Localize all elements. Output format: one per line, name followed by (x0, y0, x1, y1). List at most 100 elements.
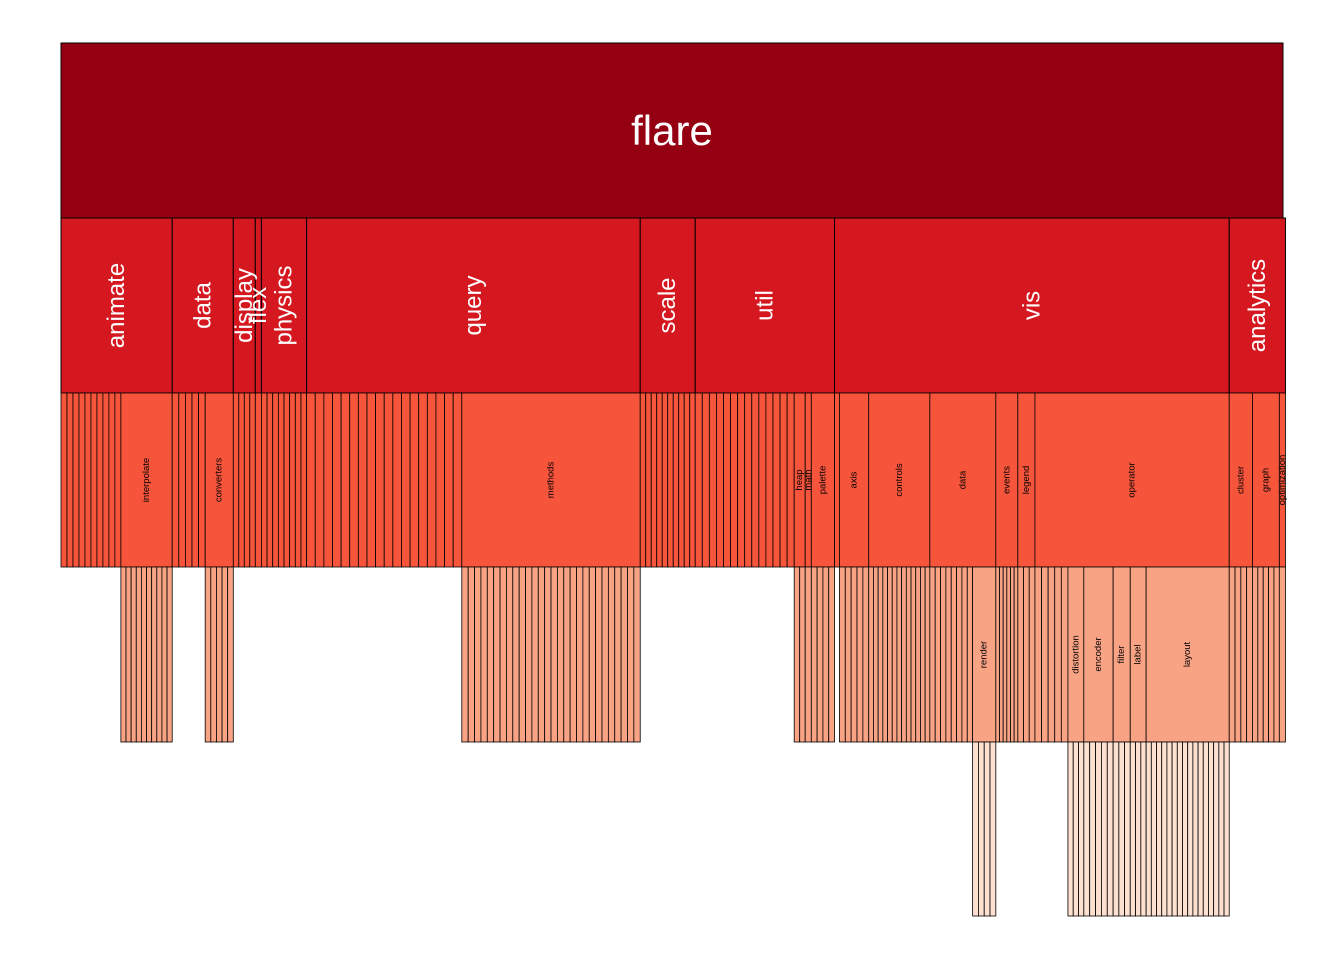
leaf-query (340, 392, 351, 568)
leaf-physics (283, 392, 291, 568)
leaf-converters (221, 566, 229, 743)
leaf-query (409, 392, 420, 568)
leaf-util (708, 392, 717, 568)
label-events: events (1001, 466, 1012, 494)
node-flare (60, 42, 1284, 219)
chart-labels: flare animate interpolate data converters dis… (103, 107, 1288, 674)
leaf-layout (1156, 741, 1163, 917)
label-operator: operator (1127, 462, 1138, 497)
leaf-query (452, 392, 463, 568)
leaf-interpolate (125, 566, 132, 743)
leaf-axis (844, 566, 852, 743)
leaf-animate (78, 392, 86, 568)
leaf-util (716, 392, 724, 568)
leaf-controls (915, 566, 921, 743)
leaf-layout (1197, 741, 1204, 917)
leaf-scale (639, 392, 647, 568)
leaf-query (392, 392, 402, 568)
leaf-methods (461, 566, 469, 743)
leaf-cluster (1234, 566, 1242, 743)
leaf-palette (816, 566, 824, 743)
label-flare: flare (631, 107, 713, 154)
leaf-methods (607, 566, 616, 743)
label-display: display (231, 268, 258, 343)
label-axis: axis (849, 471, 860, 488)
leaf-scale (656, 392, 663, 568)
leaf-methods (474, 566, 482, 743)
leaf-physics (300, 392, 308, 568)
leaf-methods (633, 566, 641, 743)
leaf-methods (486, 566, 495, 743)
leaf-methods (499, 566, 507, 743)
leaf-controls (920, 566, 926, 743)
leaf-methods (576, 566, 584, 743)
leaf-cluster (1228, 566, 1236, 743)
leaf-interpolate (135, 566, 142, 743)
leaf-animate (66, 392, 74, 568)
leaf-methods (595, 566, 603, 743)
leaf-util (737, 392, 746, 568)
leaf-converters (204, 566, 212, 743)
leaf-animate (84, 392, 92, 568)
leaf-converters (216, 566, 223, 743)
label-graph: graph (1260, 468, 1271, 492)
leaf-events (1010, 566, 1015, 743)
label-interpolate: interpolate (141, 458, 152, 502)
label-methods: methods (546, 462, 557, 499)
leaf-methods (569, 566, 577, 743)
leaf-filter (1124, 741, 1131, 917)
leaf-layout (1182, 741, 1189, 917)
leaf-render (989, 741, 997, 917)
leaf-query (375, 392, 385, 568)
leaf-animate (72, 392, 80, 568)
node-vis-data (929, 392, 997, 568)
label-util: util (751, 290, 778, 321)
leaf-events (999, 566, 1004, 743)
node-data (171, 217, 234, 394)
leaf-controls (901, 566, 907, 743)
leaf-interpolate (166, 566, 173, 743)
label-vis: vis (1018, 291, 1045, 320)
leaf-optimization (1278, 566, 1286, 743)
leaf-query (426, 392, 437, 568)
leaf-animate (90, 392, 98, 568)
node-scale (639, 217, 696, 394)
label-filter: filter (1116, 646, 1127, 664)
leaf-display (238, 392, 245, 568)
leaf-vis (834, 392, 840, 568)
leaf-layout (1176, 741, 1183, 917)
leaf-methods (537, 566, 546, 743)
leaf-layout (1213, 741, 1220, 917)
node-analytics (1228, 217, 1286, 394)
leaf-interpolate (141, 566, 147, 743)
label-analytics: analytics (1244, 259, 1271, 352)
leaf-interpolate (161, 566, 168, 743)
leaf-controls (873, 566, 879, 743)
leaf-util (765, 392, 774, 568)
leaf-physics (272, 392, 279, 568)
leaf-layout (1192, 741, 1199, 917)
leaf-graph (1252, 566, 1259, 743)
leaf-layout (1208, 741, 1215, 917)
leaf-controls (910, 566, 917, 743)
leaf-layout (1202, 741, 1209, 917)
node-vis (834, 217, 1230, 394)
leaf-label (1135, 741, 1142, 917)
leaf-animate (114, 392, 122, 568)
leaf-methods (512, 566, 520, 743)
leaf-palette (822, 566, 830, 743)
leaf-methods (601, 566, 609, 743)
leaf-query (401, 392, 411, 568)
leaf-controls (905, 566, 912, 743)
label-controls: controls (894, 463, 905, 497)
leaf-cluster (1246, 566, 1253, 743)
leaf-display (243, 392, 251, 568)
leaf-controls (868, 566, 874, 743)
leaf-controls (891, 566, 898, 743)
leaf-display (232, 392, 240, 568)
leaf-util (723, 392, 731, 568)
leaf-methods (563, 566, 571, 743)
leaf-interpolate (130, 566, 137, 743)
leaf-interpolate (151, 566, 158, 743)
